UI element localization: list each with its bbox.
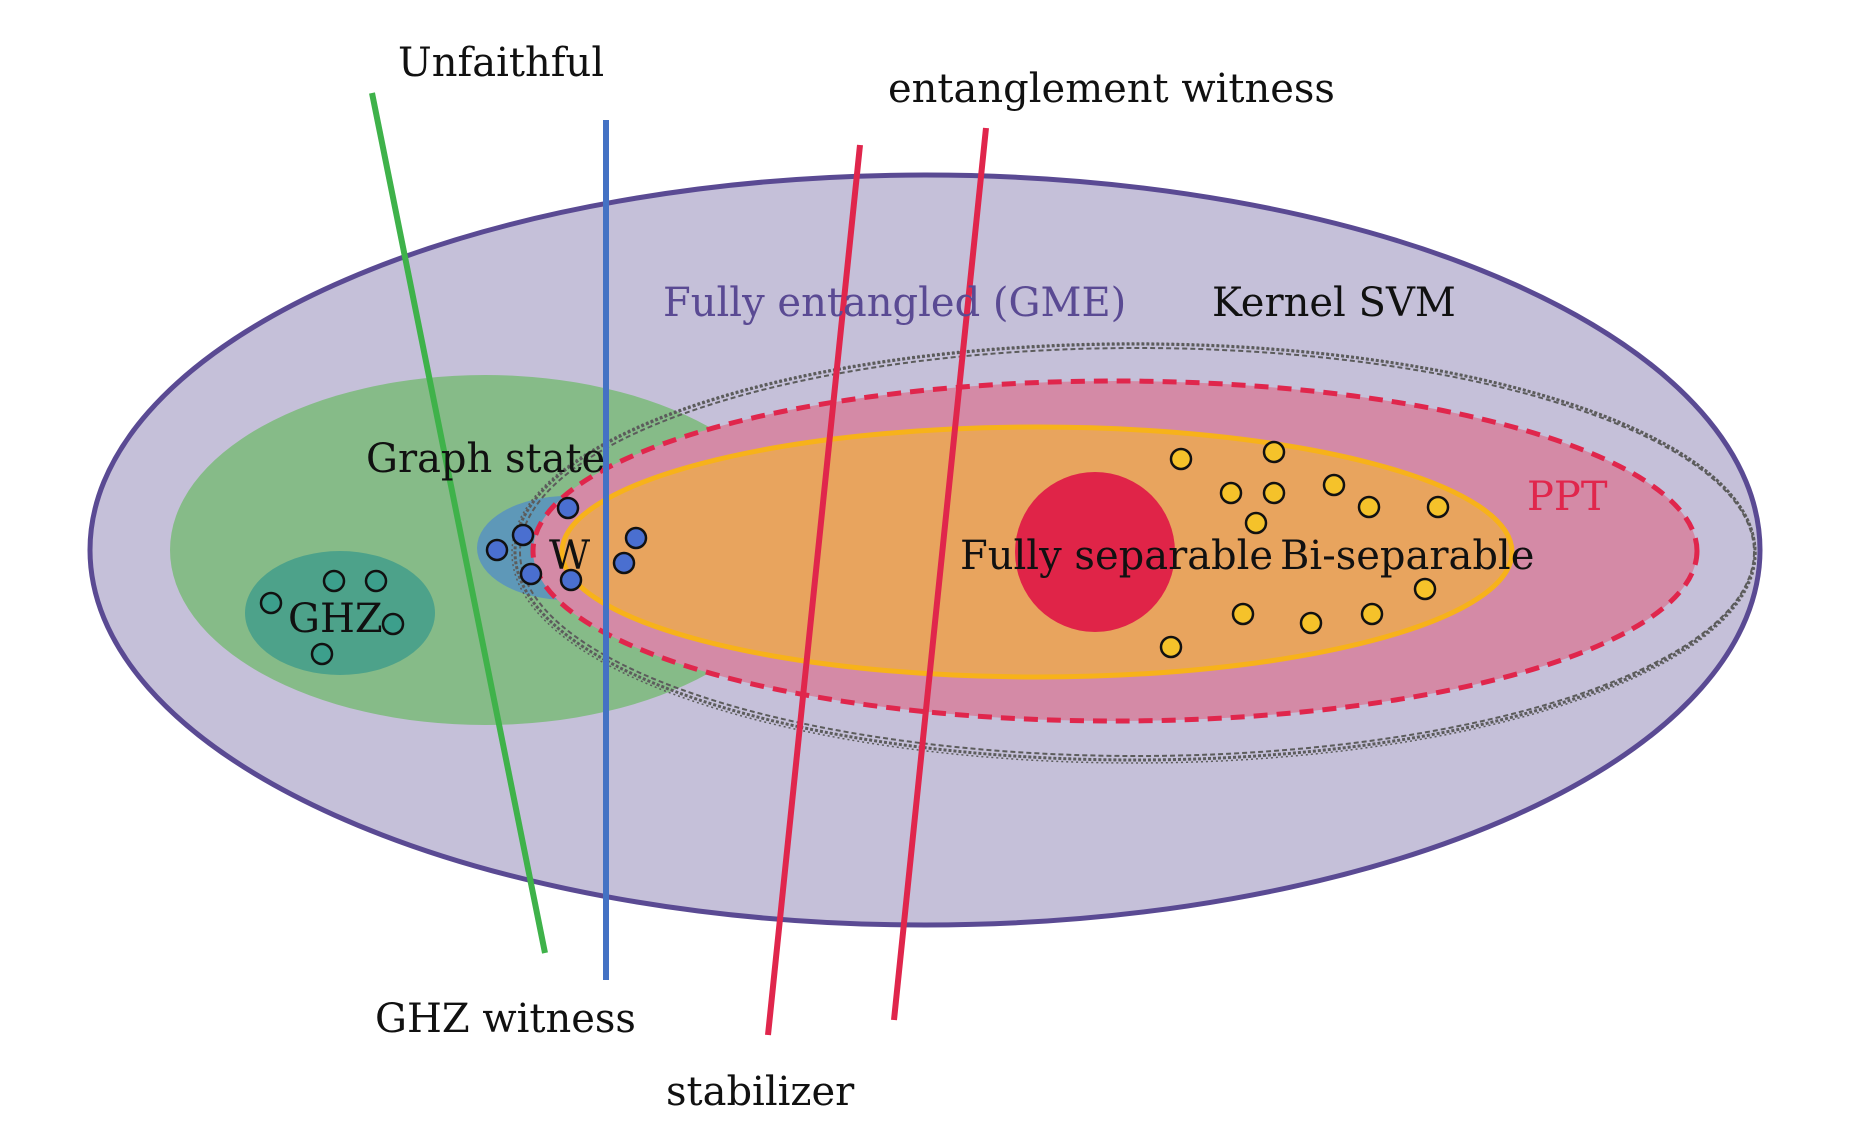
ghz-state-dot: [310, 642, 334, 666]
fully-separable-region: [1015, 472, 1175, 632]
stabilizer-witness-line: [765, 144, 863, 1036]
entanglement-witness-line: [891, 127, 989, 1021]
unfaithful-label: Unfaithful: [398, 40, 604, 86]
w-state-dot: [624, 526, 648, 550]
separable-state-dot: [1426, 495, 1450, 519]
separable-state-dot: [1299, 611, 1323, 635]
separable-state-dot: [1413, 577, 1437, 601]
separable-state-dot: [1244, 511, 1268, 535]
ghz-witness-label: GHZ witness: [375, 996, 636, 1042]
separable-state-dot: [1357, 495, 1381, 519]
kernel-svm-boundary: [511, 342, 1757, 764]
ghz-state-dot: [364, 569, 388, 593]
separable-state-dots: [1159, 440, 1450, 659]
separable-state-dot: [1231, 602, 1255, 626]
w-state-dot: [556, 496, 580, 520]
separable-state-dot: [1322, 473, 1346, 497]
w-state-dot: [612, 551, 636, 575]
w-state-dot: [485, 538, 509, 562]
w-state-dot: [559, 568, 583, 592]
ghz-state-dot: [259, 591, 283, 615]
w-state-dots: [485, 496, 648, 592]
separable-state-dot: [1262, 440, 1286, 464]
fully-entangled-label: Fully entangled (GME): [663, 280, 1126, 326]
w-state-dot: [511, 523, 535, 547]
separable-state-dot: [1262, 481, 1286, 505]
ghz-label: GHZ: [288, 596, 383, 642]
kernel-svm-label: Kernel SVM: [1212, 280, 1456, 326]
fully-separable-label: Fully separable: [960, 533, 1273, 579]
ghz-state-dot: [381, 612, 405, 636]
w-state-dot: [519, 562, 543, 586]
entanglement-witness-label: entanglement witness: [888, 66, 1335, 112]
ghz-state-dot: [322, 569, 346, 593]
ghz-state-dots: [259, 569, 405, 666]
stabilizer-label: stabilizer: [666, 1069, 855, 1115]
bi-separable-label: Bi-separable: [1280, 533, 1534, 579]
separable-state-dot: [1219, 481, 1243, 505]
unfaithful-witness-line: [369, 92, 548, 954]
ghz-region: [245, 551, 435, 675]
graph-state-label: Graph state: [366, 436, 605, 482]
ppt-label: PPT: [1527, 474, 1608, 520]
separable-state-dot: [1169, 447, 1193, 471]
separable-state-dot: [1360, 602, 1384, 626]
separable-state-dot: [1159, 635, 1183, 659]
w-label: W: [549, 533, 590, 579]
